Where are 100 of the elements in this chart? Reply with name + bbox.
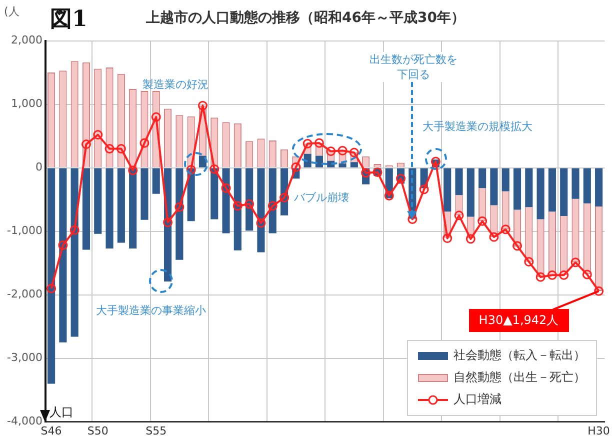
point bbox=[384, 190, 394, 200]
bar bbox=[210, 168, 218, 220]
point bbox=[512, 241, 522, 251]
annotation: 出生数が死亡数を下回る bbox=[367, 52, 460, 82]
point bbox=[210, 164, 220, 174]
point bbox=[524, 257, 534, 267]
bar bbox=[466, 168, 474, 217]
y-axis-title: (人 bbox=[4, 4, 20, 19]
point bbox=[547, 270, 557, 280]
legend-label: 社会動態（転入－転出） bbox=[454, 347, 586, 364]
point bbox=[81, 140, 91, 150]
point bbox=[93, 130, 103, 140]
point bbox=[256, 218, 266, 228]
point bbox=[140, 138, 150, 148]
point bbox=[302, 138, 312, 148]
bar bbox=[548, 168, 556, 212]
bar bbox=[513, 168, 522, 210]
point bbox=[128, 166, 138, 176]
point bbox=[442, 234, 452, 244]
point bbox=[174, 202, 184, 212]
bar bbox=[583, 168, 591, 204]
point bbox=[466, 234, 476, 244]
bar bbox=[490, 168, 498, 206]
bar bbox=[117, 168, 125, 243]
point bbox=[151, 112, 161, 122]
point bbox=[536, 272, 546, 282]
point bbox=[408, 214, 418, 224]
y-tick-label: 1,000 bbox=[10, 97, 42, 110]
point bbox=[70, 225, 80, 235]
bar bbox=[478, 168, 486, 188]
bar bbox=[502, 168, 510, 192]
bar bbox=[315, 156, 324, 168]
point bbox=[594, 286, 604, 296]
bar bbox=[94, 168, 102, 234]
point bbox=[116, 144, 126, 154]
x-tick-label: S50 bbox=[87, 424, 108, 438]
x-tick-label: S55 bbox=[146, 424, 167, 438]
y-tick-label: -2,000 bbox=[6, 288, 42, 301]
bar bbox=[350, 162, 358, 168]
point bbox=[104, 144, 114, 154]
point bbox=[489, 232, 499, 242]
bar bbox=[595, 168, 603, 207]
legend-label: 自然動態（出生－死亡） bbox=[454, 369, 586, 386]
annotation: 大手製造業の規模拡大 bbox=[422, 118, 532, 134]
bar bbox=[338, 163, 346, 168]
bar bbox=[176, 168, 184, 260]
point bbox=[582, 270, 592, 280]
bar bbox=[106, 168, 114, 248]
point bbox=[500, 224, 510, 234]
x-tick-label: H30 bbox=[588, 424, 610, 438]
y-tick-label: 2,000 bbox=[10, 34, 42, 47]
bar bbox=[525, 168, 533, 208]
point bbox=[396, 174, 406, 184]
point bbox=[419, 184, 429, 194]
bar bbox=[560, 168, 568, 216]
y-tick-label: -3,000 bbox=[6, 351, 42, 364]
bar bbox=[257, 168, 265, 252]
bar bbox=[234, 168, 242, 250]
point bbox=[559, 270, 569, 280]
annotation: 人口 bbox=[49, 404, 74, 422]
bar bbox=[140, 168, 148, 220]
y-tick-label: -4,000 bbox=[6, 414, 42, 428]
point bbox=[244, 199, 254, 209]
point bbox=[198, 100, 208, 110]
point bbox=[338, 146, 348, 156]
chart-title: 上越市の人口動態の推移（昭和46年～平成30年） bbox=[145, 9, 465, 26]
bar bbox=[48, 168, 56, 384]
x-tick-label: S46 bbox=[40, 424, 62, 438]
point bbox=[221, 183, 231, 193]
point bbox=[326, 146, 336, 156]
point bbox=[163, 218, 173, 228]
legend-label: 人口増減 bbox=[454, 391, 502, 408]
point bbox=[232, 201, 242, 211]
annotation: バブル崩壊 bbox=[294, 190, 350, 206]
point bbox=[570, 258, 580, 268]
bar bbox=[70, 168, 78, 337]
point bbox=[361, 168, 371, 178]
y-tick-label: -1,000 bbox=[6, 224, 42, 238]
bar bbox=[572, 168, 580, 199]
annotation: 製造業の好況 bbox=[142, 77, 209, 92]
point bbox=[349, 148, 359, 158]
bar bbox=[455, 168, 463, 196]
caption: 図1 bbox=[50, 5, 88, 34]
point bbox=[268, 201, 278, 211]
point bbox=[314, 138, 324, 148]
bar bbox=[59, 168, 67, 342]
bar bbox=[152, 168, 160, 194]
point bbox=[454, 210, 464, 220]
point bbox=[280, 192, 290, 202]
bar bbox=[82, 168, 90, 250]
point bbox=[291, 162, 301, 172]
point bbox=[478, 216, 488, 226]
bar bbox=[536, 168, 544, 220]
y-tick-label: 0 bbox=[35, 160, 42, 174]
point bbox=[58, 240, 68, 250]
point bbox=[46, 284, 56, 294]
bar bbox=[129, 168, 137, 248]
annotation: 大手製造業の事業縮小 bbox=[96, 302, 206, 318]
bar bbox=[444, 168, 452, 212]
annotation: H30▲1,942人 bbox=[468, 308, 569, 332]
